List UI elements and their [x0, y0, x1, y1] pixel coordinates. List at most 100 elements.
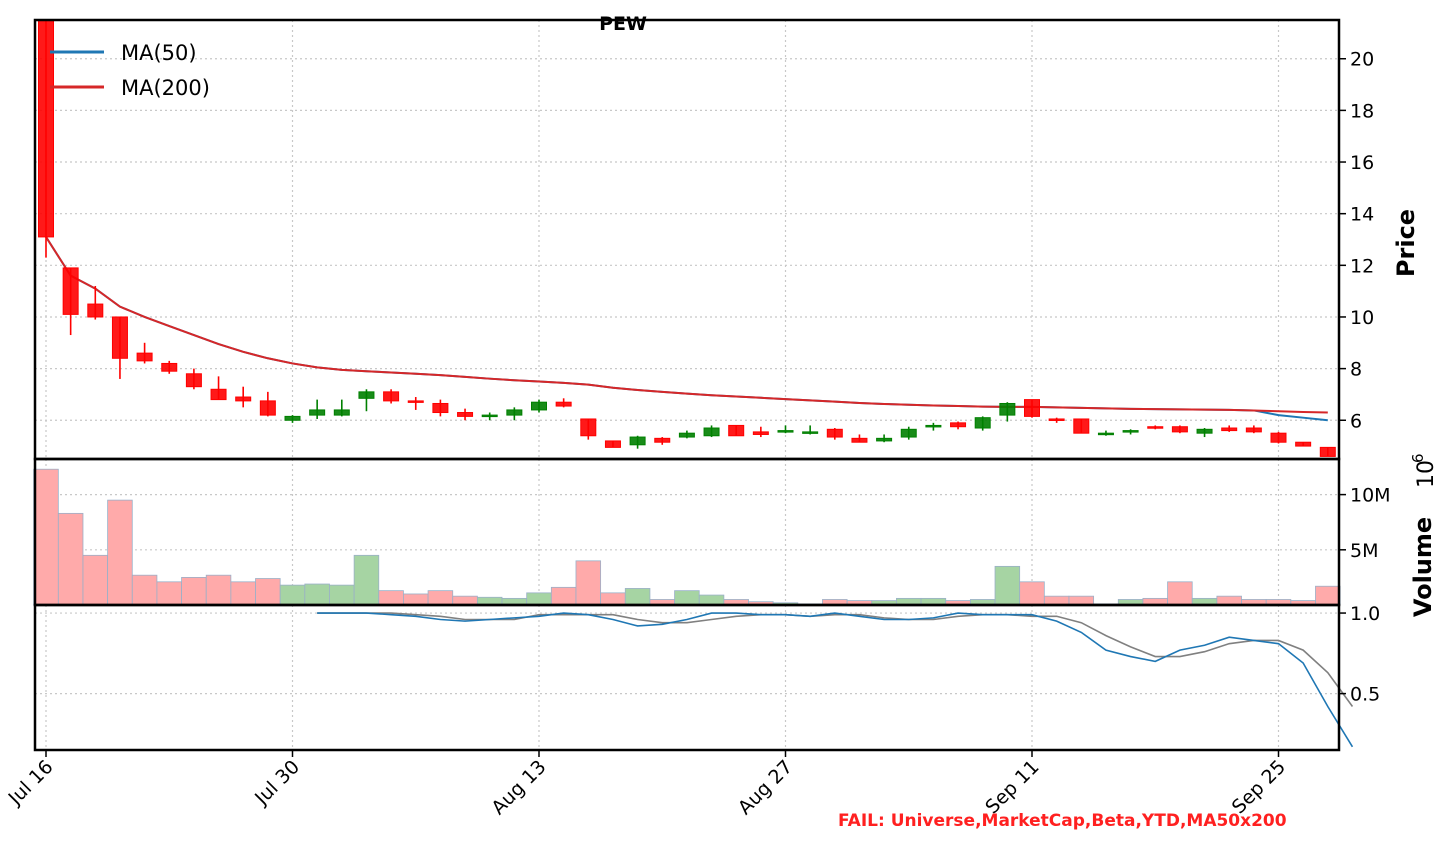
candle-body — [235, 396, 252, 402]
candle-body — [457, 412, 474, 417]
candle-body — [432, 402, 449, 414]
ma200-line — [45, 236, 1328, 414]
x-tick-label: Jul 16 — [4, 756, 58, 810]
volume-bar — [1315, 585, 1341, 606]
candle — [1073, 418, 1090, 434]
volume-multiplier: 10 6 — [1409, 453, 1439, 488]
volume-bar — [131, 574, 158, 606]
volume-bar — [1043, 595, 1070, 606]
candle — [876, 434, 893, 443]
candle — [185, 368, 202, 390]
candle — [309, 399, 326, 419]
indicator-gray-line — [317, 612, 1354, 707]
candle — [1171, 425, 1188, 434]
candle-body — [629, 436, 646, 446]
candle-body — [678, 432, 695, 438]
candle — [950, 421, 967, 430]
x-tick-label: Jul 30 — [250, 756, 304, 810]
candle — [629, 435, 646, 449]
candle — [284, 415, 301, 423]
candle-body — [531, 401, 547, 411]
candle-body — [210, 388, 227, 401]
candle-body — [752, 431, 769, 435]
candle — [1295, 441, 1312, 447]
candle — [506, 407, 523, 421]
candle — [1147, 425, 1164, 430]
volume-bar — [304, 583, 330, 606]
candle — [1024, 399, 1040, 418]
x-tick-label: Sep 11 — [981, 756, 1043, 818]
volume-bars — [33, 468, 1341, 606]
volume-bar — [1167, 581, 1193, 606]
volume-bar — [452, 595, 478, 606]
volume-bar — [57, 512, 84, 606]
candle-body — [703, 427, 720, 437]
candle — [259, 391, 276, 417]
x-tick-label: Aug 27 — [734, 756, 797, 819]
volume-bar — [1216, 595, 1242, 606]
volume-bar — [575, 560, 602, 606]
candle — [777, 425, 794, 434]
candlesticks — [38, 19, 1336, 457]
volume-bar — [82, 554, 109, 606]
volume-bar — [624, 588, 651, 606]
candle — [136, 342, 153, 364]
volume-bar — [526, 592, 552, 606]
price-tick-label: 18 — [1350, 100, 1374, 122]
volume-bar — [378, 590, 404, 606]
candle-body — [925, 424, 942, 428]
candle-body — [383, 391, 400, 402]
candle — [432, 399, 449, 417]
volume-bar — [156, 581, 182, 606]
legend-ma50-label: MA(50) — [121, 41, 197, 65]
candle-body — [580, 418, 597, 437]
volume-bar — [205, 574, 232, 606]
volume-multiplier-exp: 6 — [1409, 453, 1427, 463]
axis-ticks: Jul 16 Jul 30 Aug 13 Aug 27 Sep 11 Sep 25 6 8 10… — [4, 49, 1391, 819]
candle-body — [506, 409, 523, 416]
indicator-lines — [317, 612, 1354, 748]
candle-body — [876, 437, 893, 442]
candle — [111, 316, 128, 379]
candle — [407, 397, 424, 410]
candle — [457, 408, 474, 421]
volume-bar — [353, 554, 380, 606]
candle-body — [851, 437, 868, 443]
price-tick-label: 16 — [1350, 152, 1374, 174]
candle-body — [1245, 427, 1262, 433]
indicator-panel-frame — [33, 603, 1341, 752]
candle — [826, 428, 843, 440]
candle-body — [826, 428, 843, 438]
candle-body — [1097, 432, 1114, 436]
candle — [333, 399, 350, 417]
volume-bar — [279, 584, 306, 606]
legend-ma200-label: MA(200) — [121, 76, 210, 100]
candle — [38, 19, 54, 258]
candle — [999, 402, 1016, 422]
volume-bar — [403, 593, 429, 606]
candle-body — [1221, 427, 1238, 432]
candle — [1245, 425, 1262, 434]
volume-multiplier-base: 10 — [1414, 460, 1439, 488]
x-tick-label: Sep 25 — [1228, 756, 1290, 818]
volume-bar — [1068, 595, 1095, 606]
candle — [974, 416, 991, 431]
candle-body — [407, 400, 424, 403]
candle-body — [358, 391, 375, 399]
candle-body — [136, 352, 153, 362]
candle — [1319, 446, 1336, 457]
moving-average-lines — [45, 236, 1328, 422]
candle-body — [1073, 418, 1090, 434]
candle — [161, 360, 178, 374]
volume-tick-label: 5M — [1350, 540, 1378, 562]
candle-body — [654, 437, 671, 443]
candle-body — [604, 440, 621, 448]
candle-body — [1319, 446, 1336, 457]
volume-bar — [33, 468, 59, 606]
price-tick-label: 6 — [1350, 410, 1362, 432]
candle — [1122, 429, 1139, 435]
candle-body — [309, 409, 326, 416]
volume-bar — [329, 584, 355, 606]
candle — [604, 440, 621, 448]
